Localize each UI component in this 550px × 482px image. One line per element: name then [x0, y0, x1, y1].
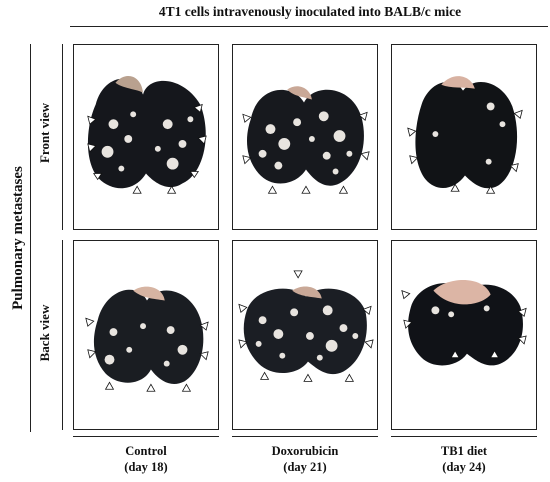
control-name: Control [125, 444, 167, 458]
pulmonary-metastases-label: Pulmonary metastases [10, 166, 26, 310]
panel-front-doxorubicin [232, 44, 378, 230]
back-row-bracket [62, 240, 63, 430]
panel-back-doxorubicin [232, 240, 378, 430]
doxorubicin-underline [232, 436, 378, 437]
lung-photo-back-control [85, 286, 209, 392]
lung-photo-back-tb1-diet [401, 280, 527, 366]
lung-photo-back-doxorubicin [238, 270, 374, 382]
panel-front-control [73, 44, 219, 230]
panel-back-tb1-diet [391, 240, 537, 430]
tb1-diet-underline [391, 436, 537, 437]
front-view-label: Front view [37, 102, 52, 164]
side-divider [30, 44, 31, 432]
column-label-control: Control (day 18) [76, 443, 216, 475]
front-row-bracket [62, 44, 63, 230]
tb1-diet-day: (day 24) [442, 460, 486, 474]
doxorubicin-name: Doxorubicin [271, 444, 339, 458]
tb1-diet-name: TB1 diet [440, 444, 488, 458]
lung-photo-front-control [87, 75, 207, 194]
back-view-label: Back view [37, 304, 52, 362]
doxorubicin-day: (day 21) [283, 460, 327, 474]
panel-back-control [73, 240, 219, 430]
figure-title: 4T1 cells intravenously inoculated into … [158, 4, 462, 19]
panel-front-tb1-diet [391, 44, 537, 230]
lung-photo-front-doxorubicin [242, 86, 370, 194]
title-underline [70, 26, 548, 27]
lung-photo-front-tb1-diet [407, 76, 523, 194]
column-label-doxorubicin: Doxorubicin (day 21) [235, 443, 375, 475]
column-label-tb1-diet: TB1 diet (day 24) [394, 443, 534, 475]
control-underline [73, 436, 219, 437]
control-day: (day 18) [124, 460, 168, 474]
